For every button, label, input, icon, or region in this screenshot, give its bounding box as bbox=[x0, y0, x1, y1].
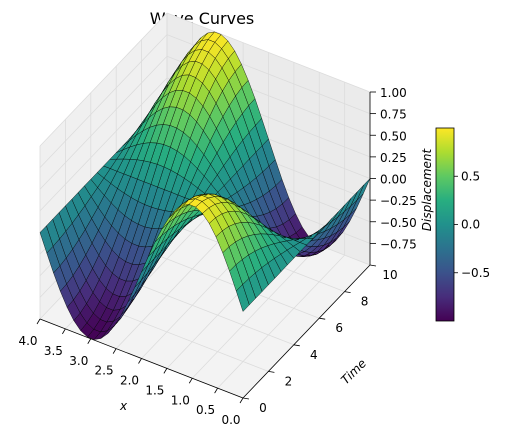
z-tick-label: 0.75 bbox=[380, 108, 407, 122]
axis-tick-labels: 0.0 0.5 1.0 1.5 2.0 2.5 3.0 3.5 4.0 0 2 4 6 8 10 1.00 0.… bbox=[18, 86, 416, 427]
z-tick-label: 0.25 bbox=[380, 151, 407, 165]
y-axis-label: Time bbox=[338, 356, 369, 387]
x-tick-label: 4.0 bbox=[18, 334, 37, 348]
y-tick-label: 10 bbox=[382, 268, 397, 282]
x-tick-label: 2.0 bbox=[120, 374, 139, 388]
z-tick-label: 1.00 bbox=[380, 86, 407, 100]
x-tick-label: 1.5 bbox=[145, 383, 164, 397]
y-tick-label: 0 bbox=[259, 401, 267, 415]
z-tick-label: 0.50 bbox=[380, 129, 407, 143]
surface-mesh bbox=[39, 31, 371, 340]
x-tick-label: 0.0 bbox=[221, 413, 240, 427]
x-axis-label: x bbox=[119, 399, 128, 413]
colorbar-tick-label: −0.5 bbox=[461, 266, 490, 280]
z-tick-label: −0.75 bbox=[380, 237, 417, 251]
y-tick-label: 2 bbox=[285, 374, 293, 388]
colorbar-tick-label: 0.0 bbox=[461, 218, 480, 232]
surface-patch bbox=[39, 225, 54, 254]
x-tick-label: 2.5 bbox=[95, 364, 114, 378]
x-tick-label: 1.0 bbox=[171, 393, 190, 407]
axis-ticks bbox=[36, 91, 377, 404]
colorbar-ticks: 0.5 0.0 −0.5 bbox=[454, 169, 490, 280]
y-tick-label: 6 bbox=[335, 321, 343, 335]
colorbar-tick-label: 0.5 bbox=[461, 169, 480, 183]
z-tick-label: −0.25 bbox=[380, 194, 417, 208]
x-tick-label: 3.0 bbox=[69, 354, 88, 368]
y-tick-label: 8 bbox=[361, 295, 369, 309]
y-tick-label: 4 bbox=[310, 348, 318, 362]
z-tick-label: 0.00 bbox=[380, 173, 407, 187]
z-axis-label: Displacement bbox=[420, 147, 434, 231]
x-tick-label: 3.5 bbox=[44, 344, 63, 358]
z-tick-label: −0.50 bbox=[380, 216, 417, 230]
x-tick-label: 0.5 bbox=[196, 403, 215, 417]
colorbar bbox=[435, 127, 455, 322]
